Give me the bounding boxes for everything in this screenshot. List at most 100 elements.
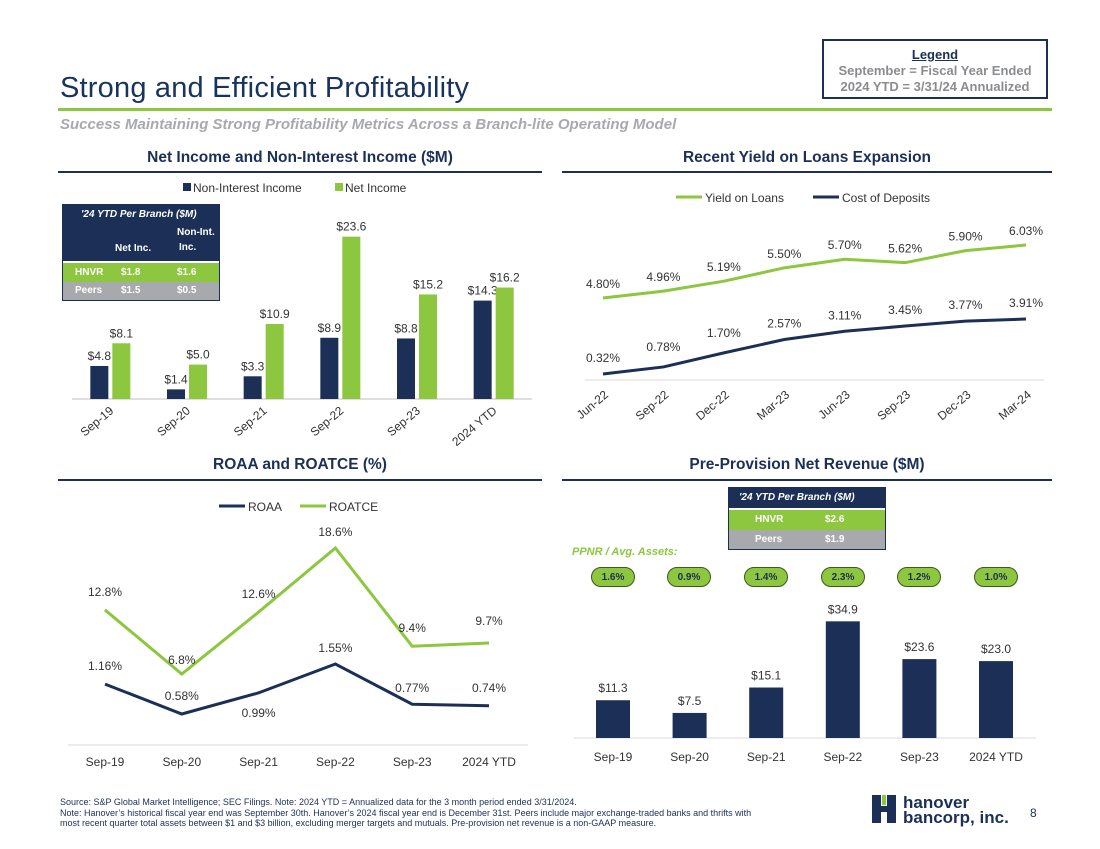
data-label: $23.6 (336, 220, 366, 234)
data-label: 0.32% (586, 351, 620, 365)
legend-label: Yield on Loans (705, 191, 784, 205)
col-nonint-header-2: Inc. (179, 242, 197, 253)
legend-line-1: September = Fiscal Year Ended (838, 63, 1032, 78)
ppnr-assets-label: PPNR / Avg. Assets: (572, 546, 678, 558)
branch-table-title: '24 YTD Per Branch ($M) (739, 492, 855, 503)
row-value: $2.6 (825, 514, 845, 525)
hanover-logo-mark (872, 795, 896, 823)
x-tick-label: Sep-21 (239, 755, 278, 769)
page-number: 8 (1030, 806, 1037, 820)
bar (902, 659, 937, 738)
panel-divider (58, 479, 542, 481)
x-tick-label: Sep-19 (86, 755, 125, 769)
bar (749, 687, 784, 738)
data-label: 6.8% (168, 653, 196, 667)
logo-line-2: bancorp, inc. (903, 808, 1009, 827)
data-label: $8.1 (110, 326, 134, 340)
panel-divider (58, 171, 542, 173)
panel-title-roa: ROAA and ROATCE (%) (213, 456, 387, 473)
ppnr-ratio-pill: 1.6% (591, 567, 635, 587)
x-tick-label: Sep-21 (231, 403, 270, 439)
row-value: $1.6 (177, 267, 197, 278)
data-label: $5.0 (186, 348, 210, 362)
data-label: 1.70% (707, 326, 741, 340)
data-label: 1.55% (318, 641, 352, 655)
data-label: $8.9 (318, 321, 342, 335)
data-label: 1.16% (88, 659, 122, 673)
ppnr-ratio-pill: 1.0% (974, 567, 1018, 587)
data-label: $11.3 (598, 681, 627, 695)
chart-roa: ROAA ROATCE 12.8% 1.16% Sep-19 6.8% 0.58% Sep-2… (68, 500, 528, 769)
x-tick-label: Sep-20 (670, 750, 709, 764)
bar (167, 389, 185, 399)
footnote-line-2: Note: Hanover’s historical fiscal year e… (60, 807, 752, 818)
row-value: $1.8 (121, 267, 141, 278)
x-tick-label: Sep-23 (900, 750, 939, 764)
title-divider (58, 108, 1052, 111)
data-label: 9.4% (399, 621, 427, 635)
x-tick-label: Sep-22 (308, 403, 347, 439)
x-tick-label: Sep-23 (384, 403, 423, 439)
bar (596, 700, 630, 738)
series-line-cost (602, 317, 1027, 376)
data-label: $10.9 (260, 307, 290, 321)
data-label: $3.3 (241, 359, 265, 373)
x-tick-label: Sep-23 (393, 755, 432, 769)
legend-label: ROAA (248, 500, 282, 514)
legend-label: ROATCE (329, 500, 378, 514)
bar (189, 364, 207, 399)
legend-label: Non-Interest Income (193, 181, 302, 195)
legend-line-2: 2024 YTD = 3/31/24 Annualized (840, 79, 1030, 94)
series-line-roaa (104, 662, 490, 716)
branch-row-hnvr: HNVR $2.6 (729, 510, 885, 530)
data-label: 5.62% (888, 242, 922, 256)
data-label: 5.90% (949, 230, 983, 244)
data-label: $16.2 (490, 271, 520, 285)
data-label: 12.8% (88, 585, 122, 599)
data-label: 5.19% (707, 260, 741, 274)
data-label: $23.0 (981, 642, 1011, 656)
footnote-line-3: most recent quarter total assets between… (60, 818, 657, 828)
x-tick-label: Jun-23 (816, 387, 853, 422)
x-tick-label: Sep-22 (823, 750, 862, 764)
ppnr-ratio-pill: 2.3% (821, 567, 865, 587)
data-label: $34.9 (828, 602, 858, 616)
x-tick-label: Sep-19 (594, 750, 633, 764)
panel-title-yield: Recent Yield on Loans Expansion (682, 149, 932, 166)
data-label: $7.5 (678, 694, 702, 708)
legend-swatch (335, 183, 343, 191)
panel-divider (562, 479, 1052, 481)
x-tick-label: Dec-22 (693, 387, 732, 423)
branch-table-title: '24 YTD Per Branch ($M) (81, 209, 197, 220)
row-label: Peers (755, 534, 783, 545)
branch-table-ppnr: '24 YTD Per Branch ($M) HNVR $2.6 Peers … (728, 487, 886, 550)
x-tick-label: Sep-20 (154, 403, 193, 439)
ppnr-ratio-pill: 0.9% (667, 567, 711, 587)
data-label: $1.4 (164, 372, 188, 386)
data-label: 4.96% (646, 270, 680, 284)
legend-label: Net Income (345, 181, 407, 195)
data-label: 3.45% (888, 303, 922, 317)
data-label: 0.77% (395, 681, 429, 695)
bar (320, 337, 339, 399)
panel-title-net-income: Net Income and Non-Interest Income ($M) (147, 149, 453, 166)
bar (495, 287, 514, 399)
x-tick-label: Sep-23 (874, 387, 913, 423)
x-tick-label: Dec-23 (935, 387, 974, 423)
page-title: Strong and Efficient Profitability (60, 72, 470, 104)
branch-table-net-income: '24 YTD Per Branch ($M) Non-Int. Net Inc… (62, 204, 220, 301)
data-label: 6.03% (1009, 224, 1043, 238)
legend-heading: Legend (911, 47, 959, 62)
bar (825, 621, 860, 738)
data-label: 3.77% (949, 298, 983, 312)
legend-label: Cost of Deposits (842, 191, 930, 205)
bar (90, 365, 109, 399)
x-tick-label: Sep-21 (747, 750, 786, 764)
series-line-yield (602, 243, 1027, 300)
legend-box: Legend September = Fiscal Year Ended 202… (822, 39, 1048, 99)
chart-ppnr: $11.3 Sep-19 $7.5 Sep-20 $15.1 Sep-21 $34.9 Sep… (574, 602, 1036, 764)
x-tick-label: 2024 YTD (969, 750, 1023, 764)
bar (342, 236, 361, 399)
row-label: HNVR (75, 267, 104, 278)
bar (265, 324, 284, 399)
